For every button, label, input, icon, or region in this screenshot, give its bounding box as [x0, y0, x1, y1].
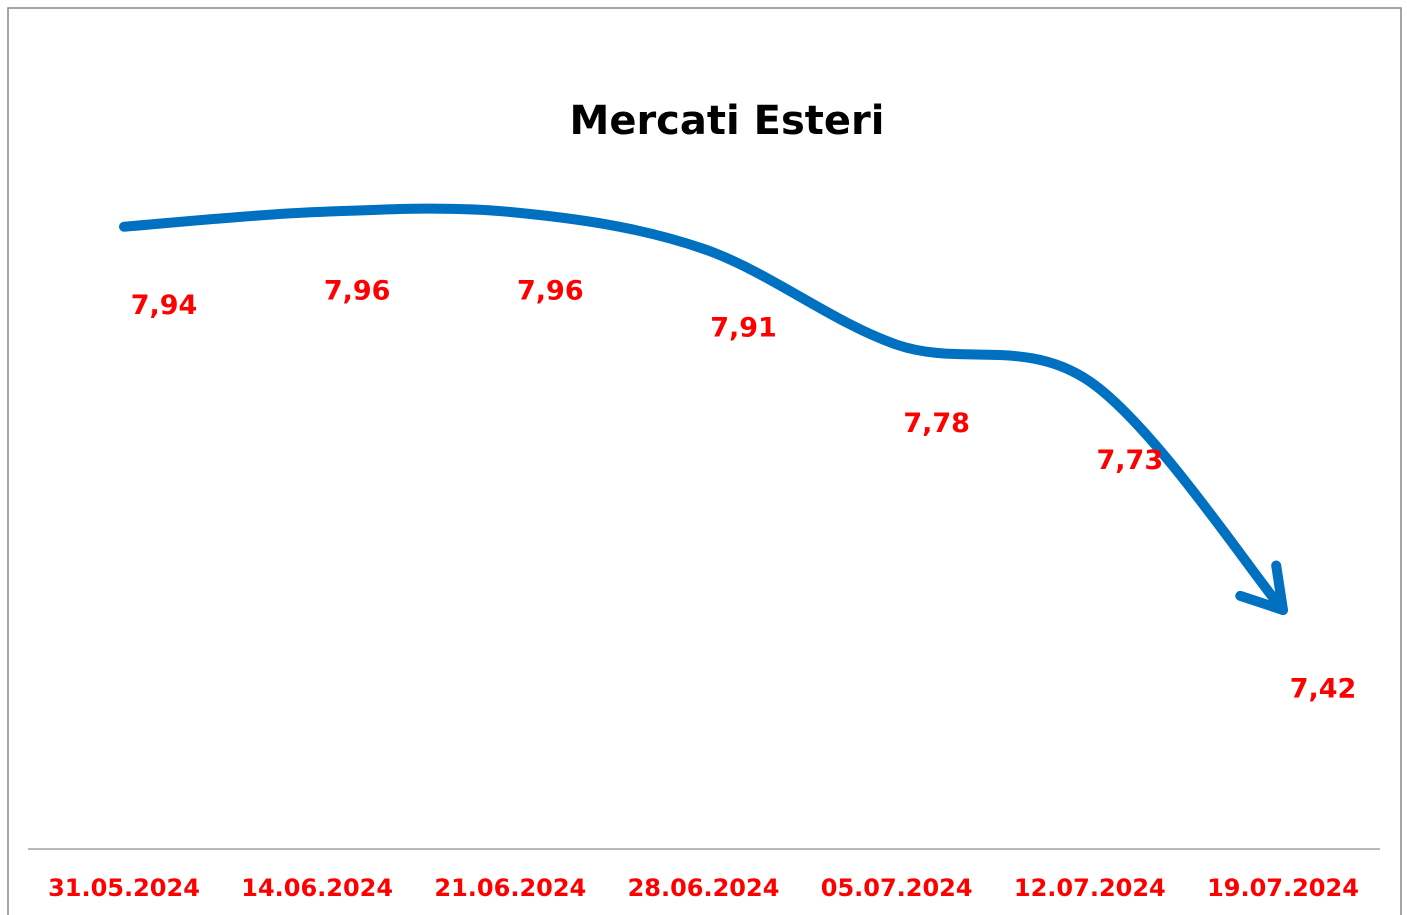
x-tick-label: 19.07.2024: [1207, 874, 1359, 902]
data-label: 7,78: [903, 408, 970, 439]
data-label: 7,42: [1290, 674, 1357, 705]
data-label: 7,96: [324, 276, 391, 307]
data-label: 7,94: [131, 290, 198, 321]
line: [119, 203, 1288, 615]
chart-frame: [7, 7, 1402, 915]
data-label: 7,91: [710, 312, 777, 343]
x-tick-label: 21.06.2024: [434, 874, 586, 902]
arrow-head: [1235, 560, 1288, 615]
chart-title: Mercati Esteri: [570, 98, 885, 144]
x-tick-label: 14.06.2024: [241, 874, 393, 902]
x-tick-label: 12.07.2024: [1014, 874, 1166, 902]
data-label: 7,73: [1097, 445, 1164, 476]
x-tick-label: 31.05.2024: [48, 874, 200, 902]
x-tick-label: 28.06.2024: [628, 874, 780, 902]
data-label: 7,96: [517, 276, 584, 307]
x-tick-label: 05.07.2024: [821, 874, 973, 902]
